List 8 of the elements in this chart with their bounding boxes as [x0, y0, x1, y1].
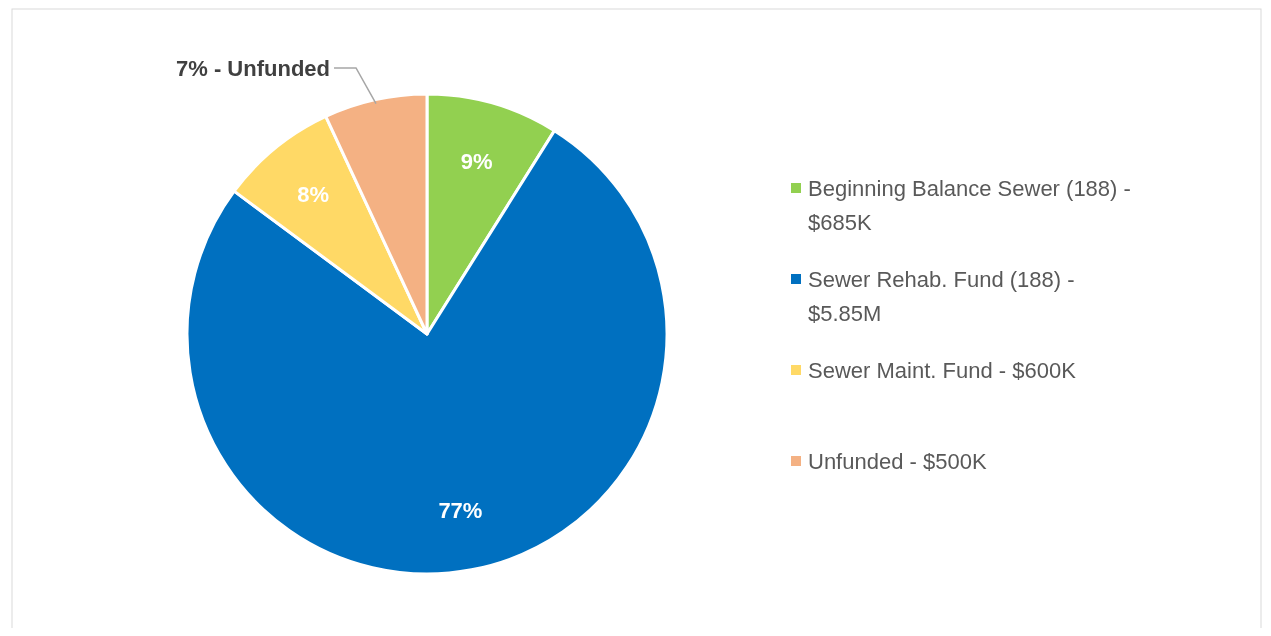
legend-label: Sewer Maint. Fund - $600K	[808, 357, 1077, 383]
data-label: 8%	[297, 182, 330, 208]
legend-label: Unfunded - $500K	[808, 448, 987, 474]
legend-label: Beginning Balance Sewer (188) - $685K	[808, 175, 1131, 235]
data-label: 7% - Unfunded	[176, 55, 331, 81]
data-label: 9%	[460, 148, 493, 174]
data-label: 77%	[438, 498, 483, 524]
legend-label: Sewer Rehab. Fund (188) - $5.85M	[808, 266, 1075, 326]
